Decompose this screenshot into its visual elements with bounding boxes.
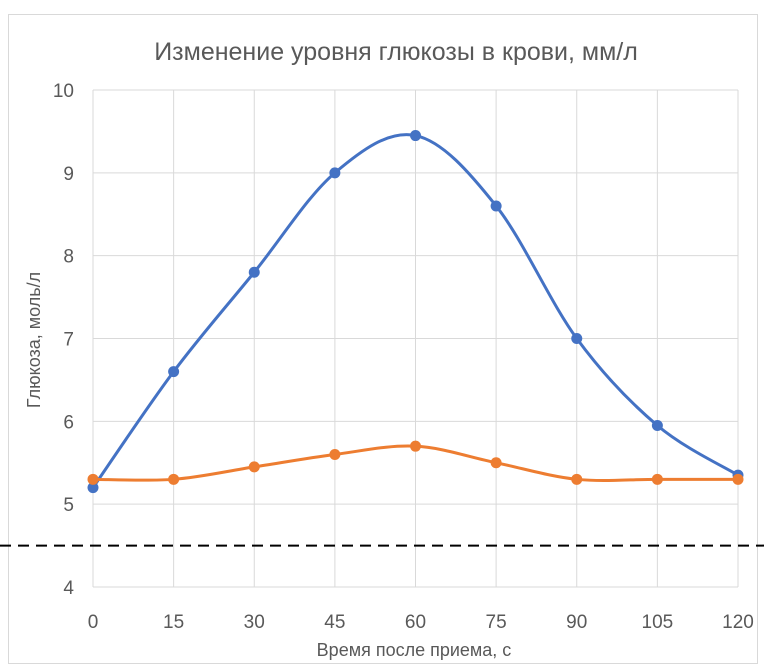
series-1 xyxy=(87,130,744,494)
series-2-point xyxy=(87,473,99,485)
x-axis-ticks: 0 15 30 45 60 75 90 105 120 xyxy=(88,612,754,633)
series-1-point xyxy=(651,419,663,431)
x-tick-label: 90 xyxy=(566,612,587,633)
y-tick-label: 7 xyxy=(63,330,74,351)
y-tick-label: 6 xyxy=(63,412,74,433)
gridlines xyxy=(92,89,739,588)
series-1-point xyxy=(168,366,180,378)
series-2-point xyxy=(490,457,502,469)
x-tick-label: 15 xyxy=(163,612,184,633)
y-tick-label: 10 xyxy=(53,81,74,102)
x-tick-label: 75 xyxy=(486,612,507,633)
series-1-point xyxy=(329,167,341,179)
series-2-point xyxy=(329,448,341,460)
x-tick-label: 105 xyxy=(642,612,674,633)
x-tick-label: 0 xyxy=(88,612,99,633)
series-1-point xyxy=(248,266,260,278)
series-2 xyxy=(87,440,744,485)
series-2-point xyxy=(168,473,180,485)
y-tick-label: 8 xyxy=(63,247,74,268)
y-tick-label: 4 xyxy=(63,578,74,599)
x-tick-label: 30 xyxy=(244,612,265,633)
x-tick-label: 45 xyxy=(324,612,345,633)
series-2-point xyxy=(410,440,421,452)
series-2-point xyxy=(732,473,744,485)
y-tick-label: 9 xyxy=(63,164,74,185)
series-2-point xyxy=(571,473,583,485)
series-1-point xyxy=(490,200,502,212)
series-lines xyxy=(87,130,744,494)
chart-title: Изменение уровня глюкозы в крови, мм/л xyxy=(154,38,638,66)
y-axis-ticks: 4 5 6 7 8 9 10 xyxy=(53,81,75,599)
x-tick-label: 120 xyxy=(722,612,754,633)
x-axis-label: Время после приема, с xyxy=(317,640,512,660)
series-1-point xyxy=(410,130,421,142)
x-tick-label: 60 xyxy=(405,612,426,633)
series-1-point xyxy=(87,482,99,494)
y-tick-label: 5 xyxy=(63,495,74,516)
series-2-point xyxy=(651,473,663,485)
y-axis-label: Глюкоза, моль/л xyxy=(24,272,44,408)
series-1-point xyxy=(571,333,583,344)
series-2-point xyxy=(248,461,260,473)
